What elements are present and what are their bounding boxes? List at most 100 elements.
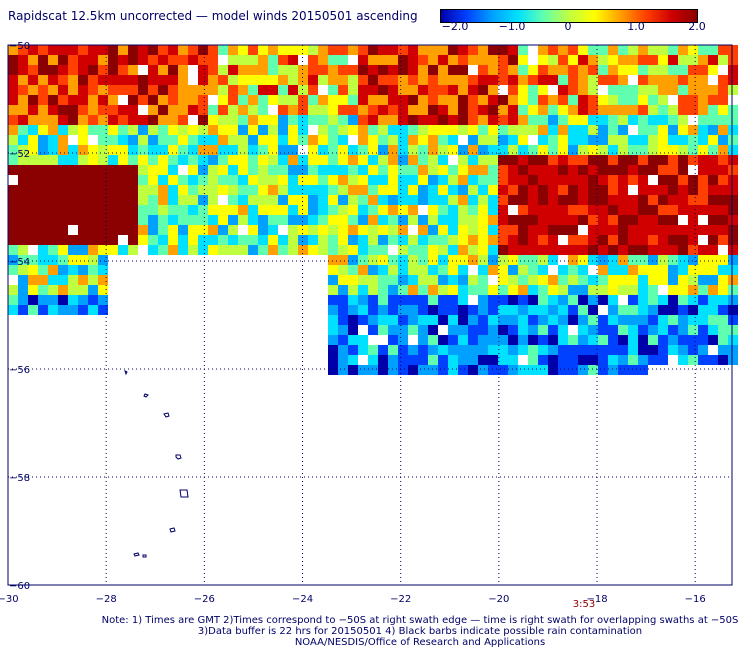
data-cell	[558, 335, 568, 345]
data-cell	[648, 215, 658, 225]
data-cell	[268, 175, 278, 185]
data-cell	[138, 225, 148, 235]
data-cell	[658, 145, 668, 155]
data-cell	[298, 175, 308, 185]
data-cell	[38, 185, 48, 195]
data-cell	[578, 315, 588, 325]
data-cell	[698, 105, 708, 115]
data-cell	[258, 75, 268, 85]
data-cell	[238, 125, 248, 135]
data-cell	[348, 325, 358, 335]
data-cell	[258, 105, 268, 115]
data-cell	[698, 125, 708, 135]
data-cell	[668, 175, 678, 185]
data-cell	[428, 325, 438, 335]
data-cell	[728, 65, 738, 75]
data-cell	[158, 85, 168, 95]
data-cell	[478, 355, 488, 365]
data-cell	[228, 55, 238, 65]
data-cell	[158, 205, 168, 215]
data-cell	[58, 65, 68, 75]
data-cell	[718, 235, 728, 245]
data-cell	[508, 255, 518, 265]
data-cell	[338, 95, 348, 105]
data-cell	[618, 255, 628, 265]
data-cell	[708, 235, 718, 245]
data-cell	[258, 185, 268, 195]
data-cell	[148, 145, 158, 155]
data-cell	[148, 245, 158, 255]
data-cell	[508, 185, 518, 195]
data-cell	[118, 105, 128, 115]
data-cell	[628, 315, 638, 325]
data-cell	[338, 285, 348, 295]
data-cell	[318, 175, 328, 185]
data-cell	[588, 145, 598, 155]
data-cell	[508, 145, 518, 155]
data-cell	[138, 185, 148, 195]
data-cell	[218, 185, 228, 195]
data-cell	[718, 125, 728, 135]
data-cell	[338, 225, 348, 235]
data-cell	[698, 275, 708, 285]
data-cell	[718, 215, 728, 225]
data-cell	[328, 355, 338, 365]
data-cell	[18, 75, 28, 85]
data-cell	[128, 55, 138, 65]
data-cell	[118, 185, 128, 195]
data-cell	[588, 235, 598, 245]
data-cell	[28, 115, 38, 125]
data-cell	[68, 105, 78, 115]
data-cell	[128, 175, 138, 185]
data-cell	[418, 175, 428, 185]
data-cell	[648, 265, 658, 275]
data-cell	[478, 255, 488, 265]
data-cell	[208, 115, 218, 125]
data-cell	[158, 95, 168, 105]
data-cell	[318, 155, 328, 165]
data-cell	[638, 45, 648, 55]
data-cell	[88, 295, 98, 305]
data-cell	[458, 365, 468, 375]
data-cell	[108, 115, 118, 125]
data-cell	[98, 215, 108, 225]
data-cell	[308, 105, 318, 115]
data-cell	[348, 235, 358, 245]
data-cell	[518, 55, 528, 65]
data-cell	[128, 235, 138, 245]
data-cell	[18, 105, 28, 115]
data-cell	[618, 265, 628, 275]
data-cell	[188, 165, 198, 175]
data-cell	[498, 195, 508, 205]
data-cell	[48, 115, 58, 125]
data-cell	[278, 205, 288, 215]
data-cell	[78, 305, 88, 315]
data-cell	[388, 325, 398, 335]
data-cell	[368, 155, 378, 165]
data-cell	[138, 85, 148, 95]
data-cell	[668, 215, 678, 225]
data-cell	[228, 155, 238, 165]
data-cell	[38, 285, 48, 295]
data-cell	[698, 45, 708, 55]
data-cell	[628, 65, 638, 75]
data-cell	[128, 145, 138, 155]
data-cell	[598, 125, 608, 135]
data-cell	[98, 115, 108, 125]
data-cell	[328, 105, 338, 115]
data-cell	[648, 115, 658, 125]
data-cell	[18, 115, 28, 125]
data-cell	[588, 255, 598, 265]
data-cell	[188, 135, 198, 145]
data-cell	[588, 225, 598, 235]
data-cell	[398, 295, 408, 305]
data-cell	[368, 305, 378, 315]
data-cell	[388, 55, 398, 65]
data-cell	[388, 235, 398, 245]
data-cell	[608, 105, 618, 115]
data-cell	[438, 165, 448, 175]
data-cell	[428, 155, 438, 165]
data-cell	[608, 205, 618, 215]
data-cell	[578, 65, 588, 75]
data-cell	[478, 215, 488, 225]
